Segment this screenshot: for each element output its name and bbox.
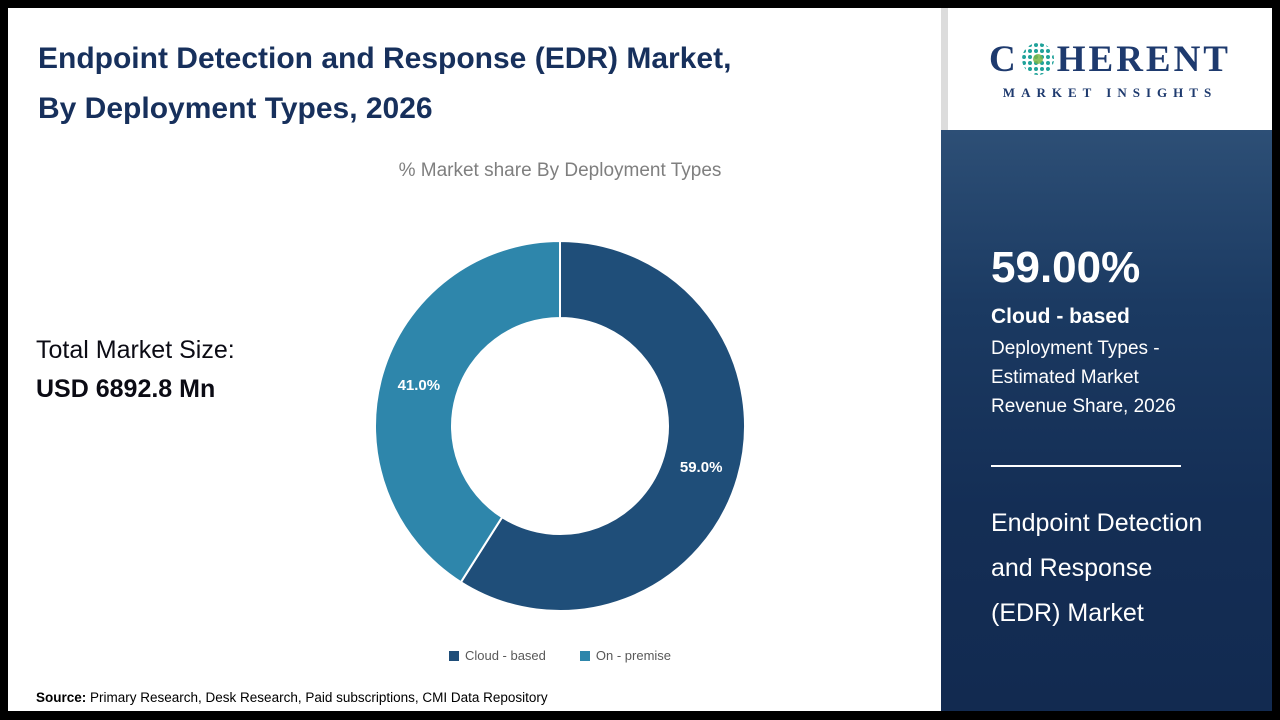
- stat-value: 59.00%: [991, 243, 1141, 292]
- donut-slice-on-premise: [374, 239, 561, 584]
- page-title: Endpoint Detection and Response (EDR) Ma…: [38, 34, 731, 134]
- total-market-size-value: USD 6892.8 Mn: [36, 375, 216, 403]
- slice-label: 41.0%: [398, 377, 441, 394]
- logo-wordmark: C HERENT: [989, 38, 1231, 81]
- donut-slice-cloud-based: [459, 239, 746, 612]
- title-line-1: Endpoint Detection and Response (EDR) Ma…: [38, 42, 732, 75]
- chart-subtitle: % Market share By Deployment Types: [398, 160, 722, 181]
- sidebar: C HERENT MARKET INSIGHTS: [941, 8, 1272, 711]
- chart-area: % Market share By Deployment Types 59.0%…: [340, 160, 780, 663]
- logo-subtitle: MARKET INSIGHTS: [1002, 84, 1218, 100]
- logo-letters-herent: HERENT: [1056, 38, 1231, 80]
- legend-label-on-premise: On - premise: [595, 648, 672, 663]
- donut-chart: 59.0% 41.0%: [374, 239, 746, 612]
- legend-item-on-premise: On - premise: [579, 648, 672, 663]
- main-panel: Endpoint Detection and Response (EDR) Ma…: [8, 8, 941, 711]
- stat-description: Deployment Types - Estimated Market Reve…: [991, 338, 1176, 417]
- sidebar-body: 59.00% Cloud - based Deployment Types - …: [941, 130, 1272, 711]
- total-market-size-label: Total Market Size:: [36, 336, 235, 364]
- total-market-size: Total Market Size: USD 6892.8 Mn: [36, 330, 235, 408]
- chart-legend: Cloud - based On - premise: [448, 648, 672, 663]
- market-name: Endpoint Detection and Response (EDR) Ma…: [991, 509, 1203, 627]
- source-label: Source:: [36, 690, 87, 705]
- legend-swatch-cloud-based: [448, 650, 459, 661]
- source-text: Primary Research, Desk Research, Paid su…: [86, 690, 548, 705]
- sidebar-divider: [991, 465, 1181, 467]
- legend-item-cloud-based: Cloud - based: [448, 648, 546, 663]
- stat-label: Cloud - based: [991, 305, 1130, 328]
- legend-swatch-on-premise: [579, 650, 590, 661]
- slice-label: 59.0%: [680, 459, 723, 476]
- title-line-2: By Deployment Types, 2026: [38, 92, 433, 125]
- globe-icon: [1021, 42, 1055, 76]
- legend-label-cloud-based: Cloud - based: [464, 648, 546, 663]
- coherent-logo: C HERENT MARKET INSIGHTS: [941, 8, 1272, 130]
- source-note: Source: Primary Research, Desk Research,…: [36, 690, 548, 705]
- logo-letter-c: C: [989, 38, 1019, 80]
